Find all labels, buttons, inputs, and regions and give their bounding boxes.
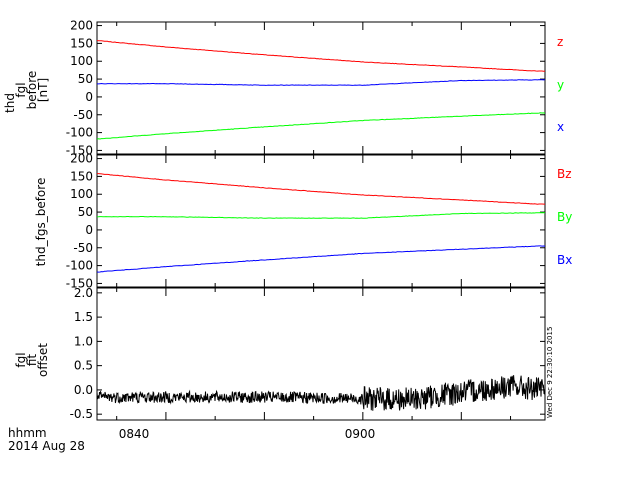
xlabel-date: 2014 Aug 28 bbox=[8, 439, 85, 453]
panel-2-frame bbox=[96, 154, 546, 288]
ytick-label: -150 bbox=[66, 143, 93, 157]
ytick-label: 50 bbox=[78, 72, 93, 86]
panel-1: -150 -100 -50 0 50 100 150 200 bbox=[66, 19, 546, 157]
panel-3: -0.5 0.0 0.5 1.0 1.5 2.0 bbox=[70, 286, 546, 421]
ytick-label: 0 bbox=[85, 223, 93, 237]
ytick-label: -0.5 bbox=[70, 407, 93, 421]
ytick-label: 200 bbox=[70, 19, 93, 33]
legend-bz: Bz bbox=[557, 167, 572, 181]
xtick-label-0840: 0840 bbox=[119, 427, 150, 441]
ytick-label: 100 bbox=[70, 187, 93, 201]
plot-timestamp: Wed Dec 9 22:30:10 2015 bbox=[546, 327, 554, 418]
legend-by: By bbox=[557, 210, 572, 224]
ytick-label: 150 bbox=[70, 169, 93, 183]
legend-x: x bbox=[557, 120, 564, 134]
ytick-label: 2.0 bbox=[74, 286, 93, 300]
ytick-label: -150 bbox=[66, 276, 93, 290]
legend-y: y bbox=[557, 78, 564, 92]
ytick-label: 0.5 bbox=[74, 359, 93, 373]
series-Bz bbox=[97, 173, 545, 205]
series-z bbox=[97, 40, 545, 72]
ytick-label: 0.0 bbox=[74, 383, 93, 397]
series-x bbox=[97, 112, 545, 140]
panel-1-frame bbox=[96, 21, 546, 155]
ytick-label: 1.5 bbox=[74, 310, 93, 324]
series-offset bbox=[97, 375, 545, 411]
panel-3-frame bbox=[96, 287, 546, 421]
xtick-label-0900: 0900 bbox=[345, 427, 376, 441]
ytick-label: 0 bbox=[85, 90, 93, 104]
ytick-label: 50 bbox=[78, 205, 93, 219]
series-y bbox=[97, 79, 545, 86]
series-Bx bbox=[97, 245, 545, 273]
ytick-label: -50 bbox=[73, 241, 93, 255]
ytick-label: 100 bbox=[70, 54, 93, 68]
panel-2: -150 -100 -50 0 50 100 150 200 bbox=[66, 152, 546, 290]
panel1-ylabel-2: fgl bbox=[14, 82, 28, 97]
panel3-ylabel-2: fit bbox=[25, 354, 39, 367]
ytick-label: 200 bbox=[70, 152, 93, 166]
legend-bx: Bx bbox=[557, 253, 572, 267]
ytick-label: 1.0 bbox=[74, 334, 93, 348]
ytick-label: -100 bbox=[66, 259, 93, 273]
panel3-ylabel-1: fgl bbox=[14, 352, 28, 367]
panel3-ylabel-3: offset bbox=[36, 343, 50, 377]
panel2-ylabel: thd_fgs_before bbox=[34, 178, 48, 267]
panel1-ylabel-1: thd bbox=[3, 93, 17, 113]
legend-z: z bbox=[557, 35, 563, 49]
panel1-ylabel-4: [nT] bbox=[36, 78, 50, 102]
ytick-label: -100 bbox=[66, 126, 93, 140]
xlabel-hhmm: hhmm bbox=[8, 426, 47, 440]
ytick-label: -50 bbox=[73, 108, 93, 122]
panel1-ylabel-3: before bbox=[25, 71, 39, 110]
ytick-label: 150 bbox=[70, 36, 93, 50]
series-By bbox=[97, 212, 545, 219]
